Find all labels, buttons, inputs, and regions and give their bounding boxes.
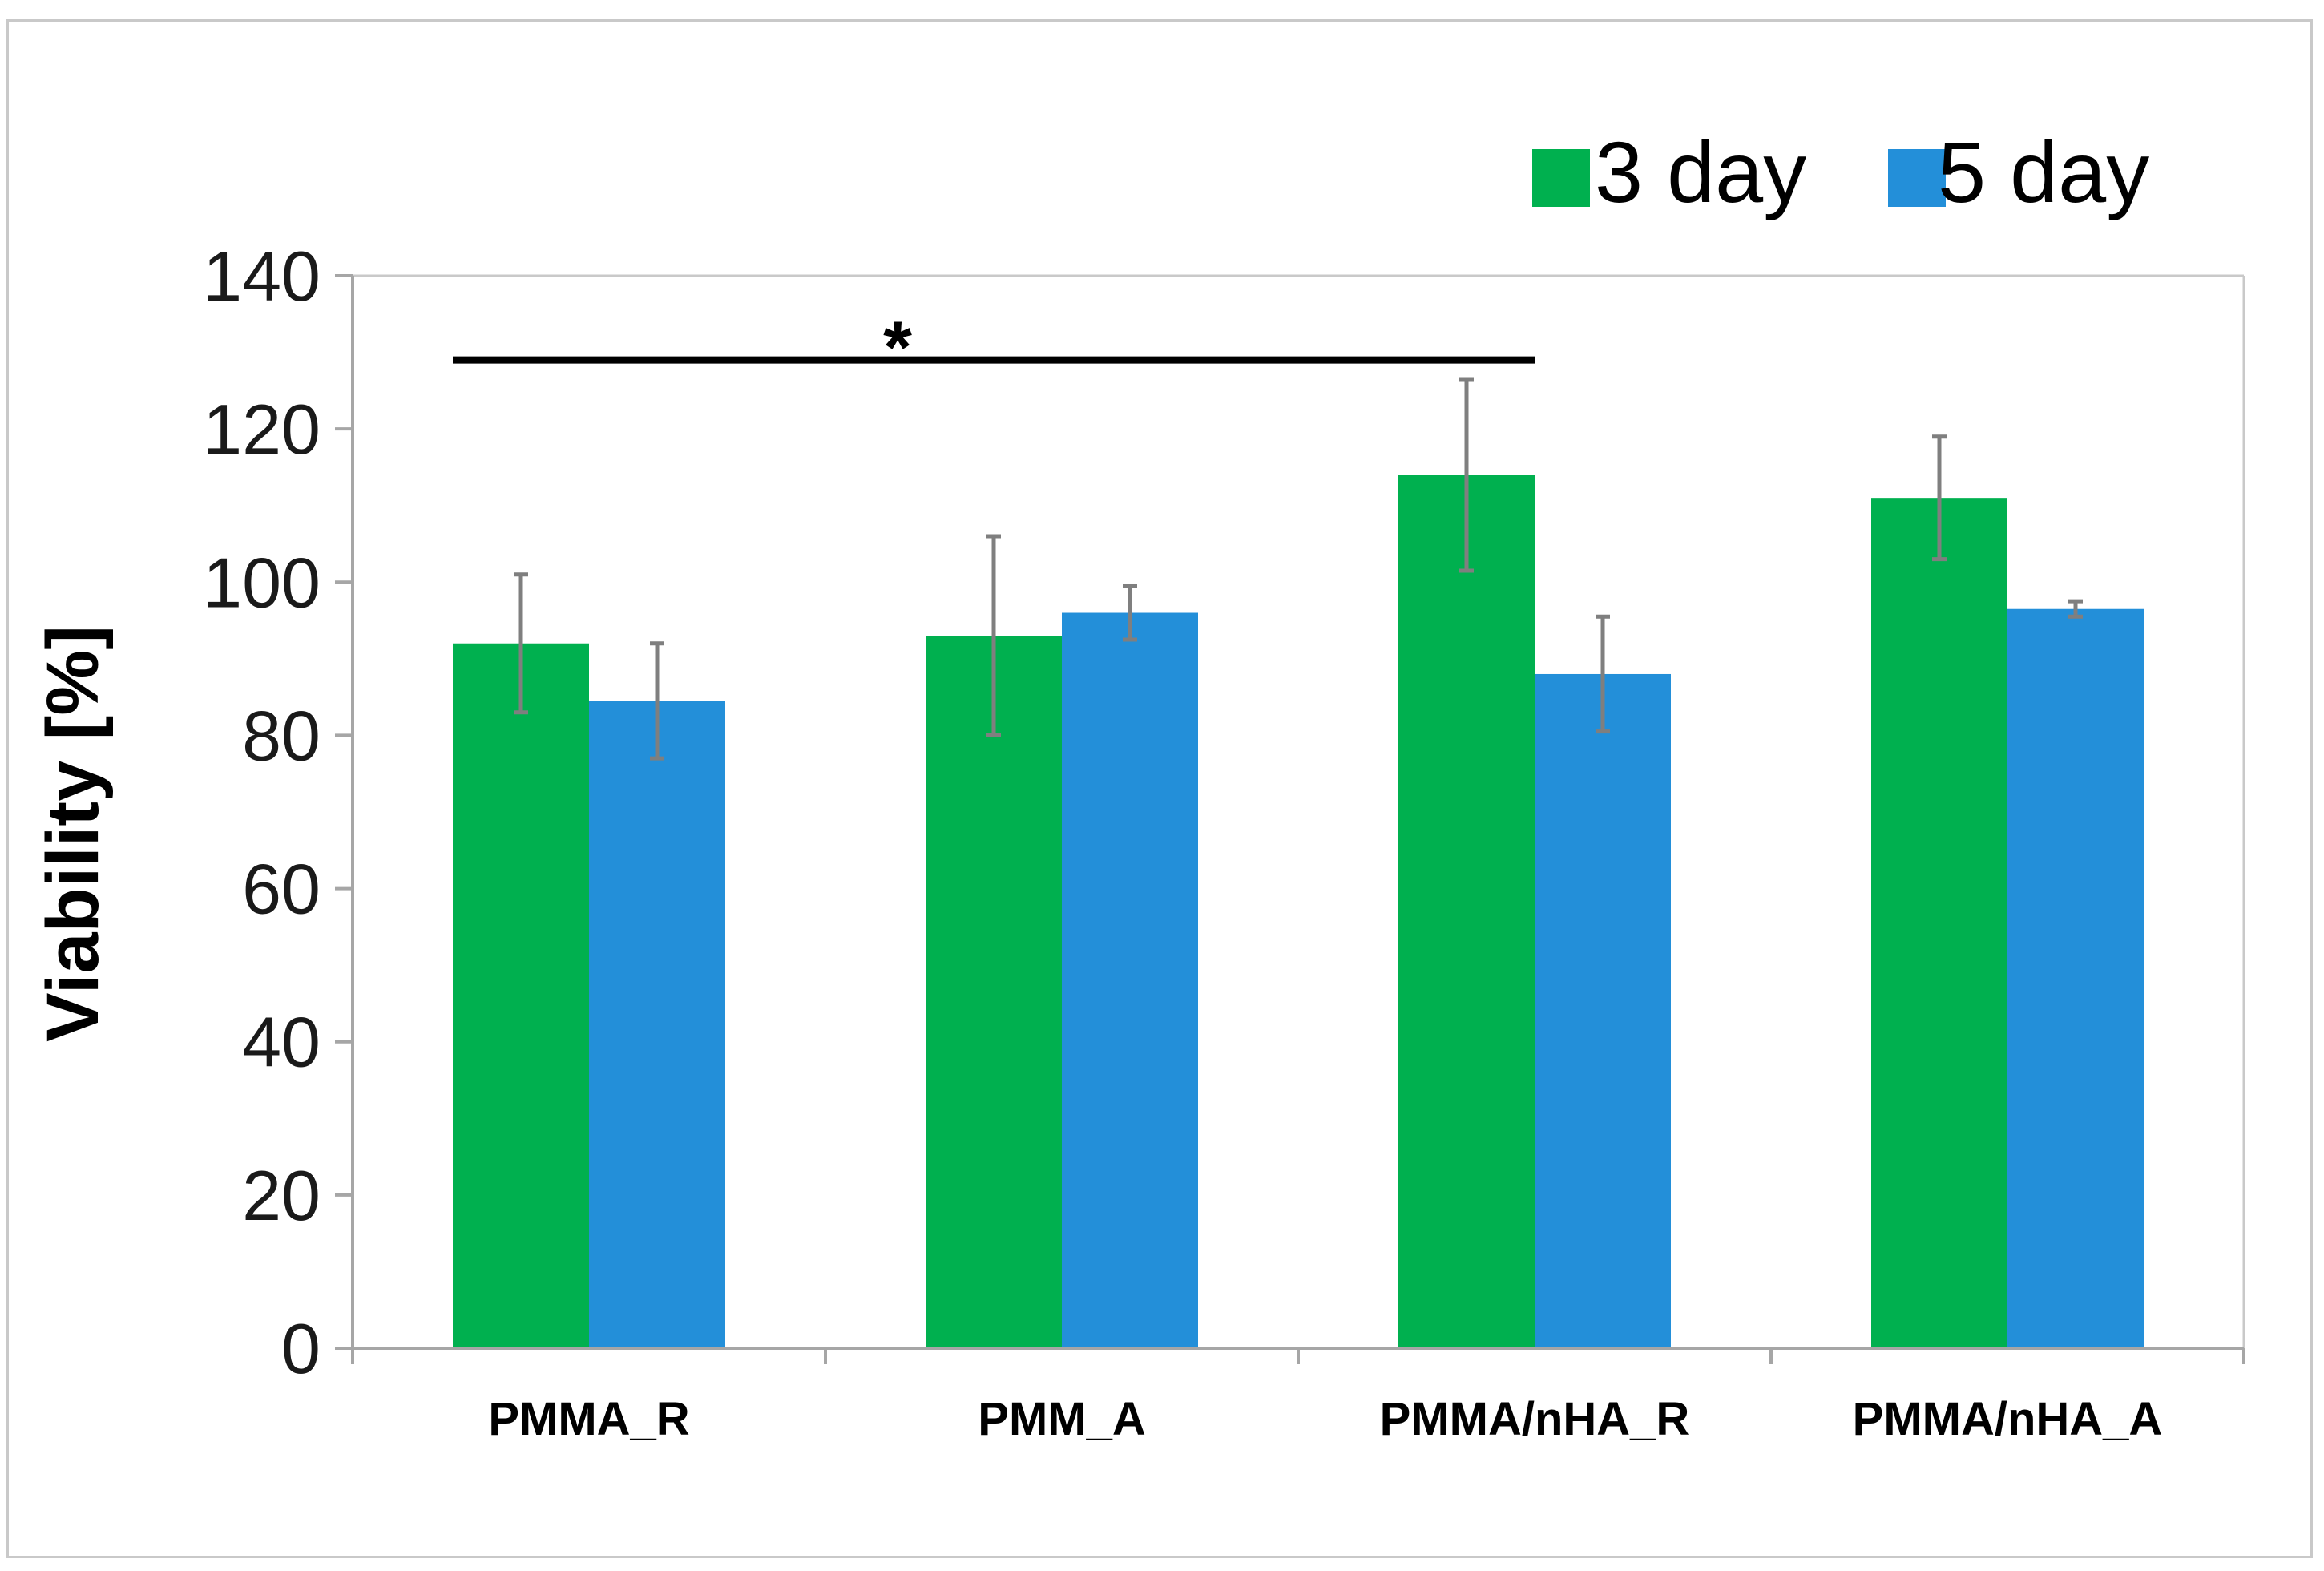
y-tick-label-0: 0	[281, 1309, 321, 1388]
x-tick-label-PMMA-R: PMMA_R	[488, 1393, 689, 1445]
bar-3-day-PMMA-nHA-A	[1871, 498, 2007, 1348]
x-tick-label-PMMA-nHA-R: PMMA/nHA_R	[1380, 1393, 1690, 1445]
y-tick-label-60: 60	[242, 850, 321, 929]
chart-frame	[6, 19, 2313, 1558]
y-tick-label-80: 80	[242, 696, 321, 775]
y-tick-label-140: 140	[203, 236, 321, 316]
legend-label-5-day: 5 day	[1938, 123, 2149, 220]
x-tick-label-PMM-A: PMM_A	[978, 1393, 1145, 1445]
bar-5-day-PMMA-nHA-R	[1535, 673, 1671, 1348]
y-tick-label-120: 120	[203, 390, 321, 469]
legend-swatch-5-day	[1888, 149, 1946, 207]
legend-swatch-3-day	[1532, 149, 1590, 207]
y-axis-title: Viability [%]	[32, 625, 114, 1042]
significance-marker: *	[883, 307, 912, 389]
bar-5-day-PMM-A	[1062, 612, 1198, 1348]
bar-3-day-PMM-A	[926, 636, 1062, 1348]
y-tick-label-100: 100	[203, 543, 321, 622]
bar-3-day-PMMA-R	[453, 643, 589, 1348]
bar-5-day-PMMA-nHA-A	[2007, 608, 2144, 1348]
legend-label-3-day: 3 day	[1595, 123, 1806, 220]
legend: 3 day 5 day	[1532, 123, 2149, 220]
plot-area: 0 20 40 60 80 100 120 140 PMMA_R PMM_A PMMA/nHA_R P…	[203, 236, 2245, 1445]
bar-3-day-PMMA-nHA-R	[1398, 475, 1535, 1348]
y-tick-label-40: 40	[242, 1003, 321, 1082]
x-tick-label-PMMA-nHA-A: PMMA/nHA_A	[1853, 1393, 2163, 1445]
bar-5-day-PMMA-R	[589, 701, 725, 1348]
y-tick-label-20: 20	[242, 1156, 321, 1235]
